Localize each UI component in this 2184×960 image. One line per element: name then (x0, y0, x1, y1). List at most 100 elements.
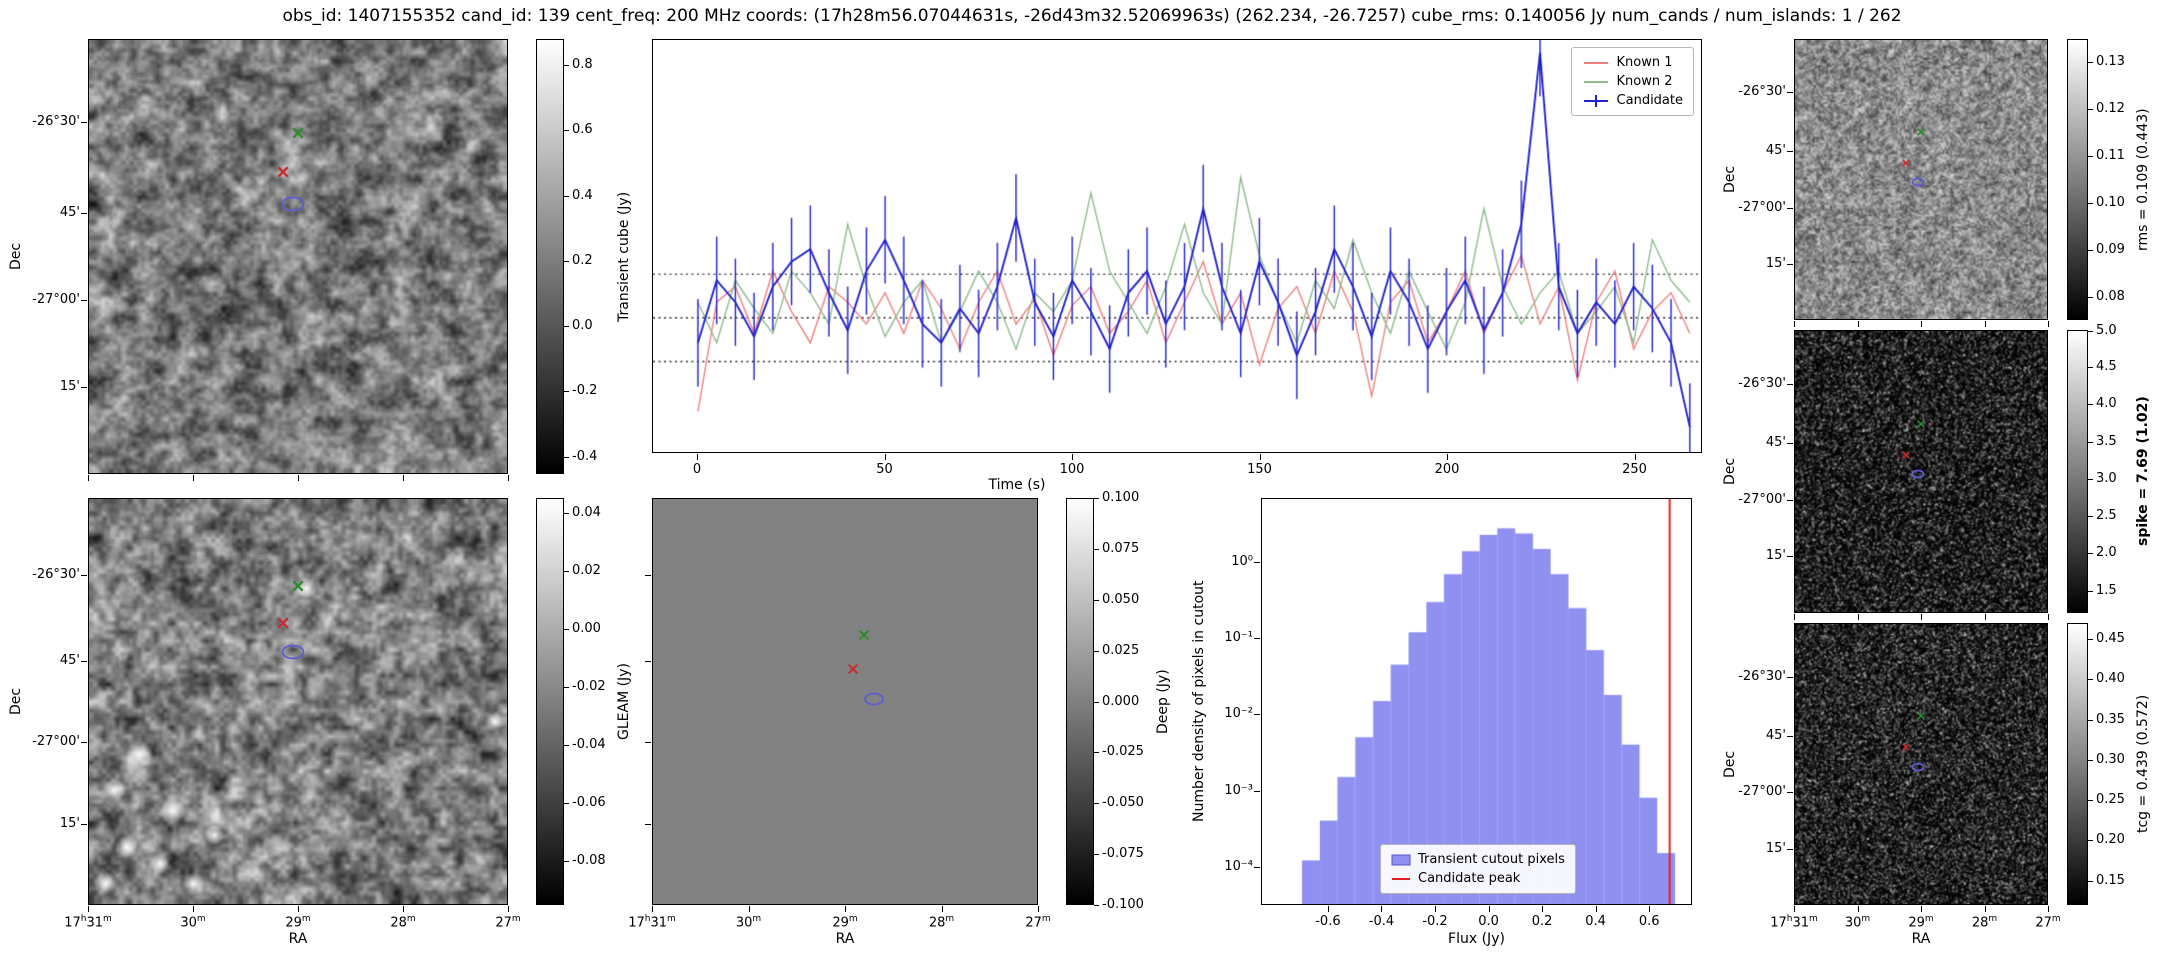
ra-tick-label: 30m (180, 914, 206, 931)
tick-mark (403, 906, 404, 912)
dec-axis-label: Dec (1722, 165, 1738, 194)
tick-mark (1094, 498, 1099, 499)
colorbar-tick-label: 0.45 (2096, 631, 2125, 647)
tick-mark (1327, 906, 1329, 912)
dec-tick-label: -26°30' (32, 567, 80, 583)
tick-mark (2088, 367, 2093, 369)
ra-tick-label: 29m (285, 914, 311, 931)
tick-mark (1787, 92, 1793, 94)
candidate-line-sample (1583, 94, 1608, 107)
known1-marker (846, 663, 859, 676)
dec-tick-label: 15' (59, 379, 80, 394)
tick-mark (1634, 454, 1636, 460)
ra-tick-label: 27m (2035, 914, 2061, 931)
dec-tick-label: -27°00' (1738, 491, 1786, 507)
time-tick-label: 150 (1247, 462, 1272, 477)
colorbar-tick-label: 1.5 (2096, 582, 2117, 598)
tick-mark (298, 906, 299, 912)
tick-mark (2088, 516, 2093, 518)
tick-mark (1254, 790, 1260, 792)
ra-tick-label: 30m (735, 914, 762, 931)
known1-marker (276, 616, 290, 630)
tick-mark (1787, 556, 1793, 558)
colorbar-tick-label: 3.0 (2096, 470, 2117, 486)
tick-mark (2088, 800, 2093, 802)
tick-mark (1787, 443, 1793, 445)
tick-mark (1794, 614, 1795, 620)
tick-mark (88, 475, 89, 481)
known2-marker (1916, 419, 1926, 429)
colorbar-tick-label: 0.20 (2096, 832, 2125, 848)
transient-cube-colorbar-label: Transient cube (Jy) (616, 191, 632, 322)
colorbar-tick-label: 0.13 (2096, 54, 2125, 70)
known2-marker (291, 126, 305, 140)
colorbar-tick-label: -0.02 (572, 678, 606, 694)
tick-mark (1787, 499, 1793, 501)
dec-axis-label: Dec (8, 242, 24, 271)
tick-mark (1857, 614, 1859, 620)
tick-mark (1254, 638, 1260, 639)
tick-mark (1787, 263, 1793, 265)
tick-mark (564, 195, 569, 197)
dec-tick-label: 15' (1765, 548, 1786, 564)
tick-mark (1094, 854, 1099, 856)
spike-colorbar-label: spike = 7.69 (1.02) (2135, 396, 2151, 547)
line-sample (1583, 61, 1608, 64)
tick-mark (2088, 719, 2093, 721)
line-sample (1583, 80, 1608, 83)
ra-tick-label: 28m (928, 914, 955, 931)
tick-mark (564, 745, 569, 747)
dec-tick-label: -26°30' (1738, 84, 1786, 100)
known1-marker (276, 165, 290, 179)
tick-mark (645, 660, 651, 662)
legend-entry: Transient cutout pixels (1391, 850, 1565, 869)
candidate-marker (280, 644, 305, 661)
histogram-patch-sample (1391, 854, 1411, 865)
tick-mark (1857, 321, 1859, 327)
colorbar-tick-label: 0.10 (2096, 194, 2125, 210)
colorbar-tick-label: 4.0 (2096, 396, 2117, 412)
tick-mark (1094, 905, 1099, 906)
colorbar-tick-label: 0.6 (572, 122, 593, 138)
tick-mark (1542, 906, 1544, 912)
known1-marker (1901, 742, 1911, 752)
transient-cube-colorbar (536, 39, 564, 474)
colorbar-tick-label: 0.25 (2096, 792, 2125, 808)
gleam-panel (88, 498, 508, 905)
known1-marker (1901, 450, 1911, 460)
dec-tick-label: 45' (1765, 143, 1786, 159)
flux-tick-label: 0.2 (1531, 914, 1553, 929)
tick-mark (652, 906, 653, 912)
ra-axis-label: RA (835, 931, 855, 947)
tick-mark (1072, 454, 1073, 460)
tick-mark (1921, 321, 1922, 327)
tick-mark (508, 906, 509, 912)
dec-tick-label: -27°00' (32, 292, 80, 307)
tick-mark (1094, 548, 1099, 550)
colorbar-tick-label: 0.4 (572, 187, 593, 203)
tick-mark (564, 260, 569, 262)
tick-mark (81, 742, 87, 744)
colorbar-tick-label: 0.8 (572, 57, 593, 73)
tick-mark (2088, 679, 2093, 681)
ra-axis-label: RA (1911, 931, 1931, 947)
ra-tick-label: 27m (495, 914, 521, 931)
candidate-marker (1911, 177, 1926, 188)
colorbar-tick-label: -0.075 (1102, 846, 1144, 862)
dec-tick-label: 45' (59, 205, 80, 220)
flux-tick-label: 0.0 (1478, 914, 1499, 929)
density-tick-label: 10⁻¹ (1224, 630, 1253, 645)
tick-mark (81, 213, 87, 214)
flux-histogram (1262, 499, 1691, 904)
deep-colorbar (1066, 498, 1094, 905)
dec-tick-label: -26°30' (1738, 668, 1786, 684)
colorbar-tick-label: -0.04 (572, 737, 606, 753)
tick-mark (2088, 639, 2093, 641)
candidate-marker (1911, 761, 1926, 772)
tick-mark (1794, 321, 1795, 327)
tick-mark (1787, 792, 1793, 794)
dec-tick-label: -27°00' (1738, 784, 1786, 800)
colorbar-tick-label: -0.4 (572, 448, 598, 464)
colorbar-tick-label: 0.40 (2096, 671, 2125, 687)
density-tick-label: 10⁻⁴ (1224, 859, 1253, 875)
